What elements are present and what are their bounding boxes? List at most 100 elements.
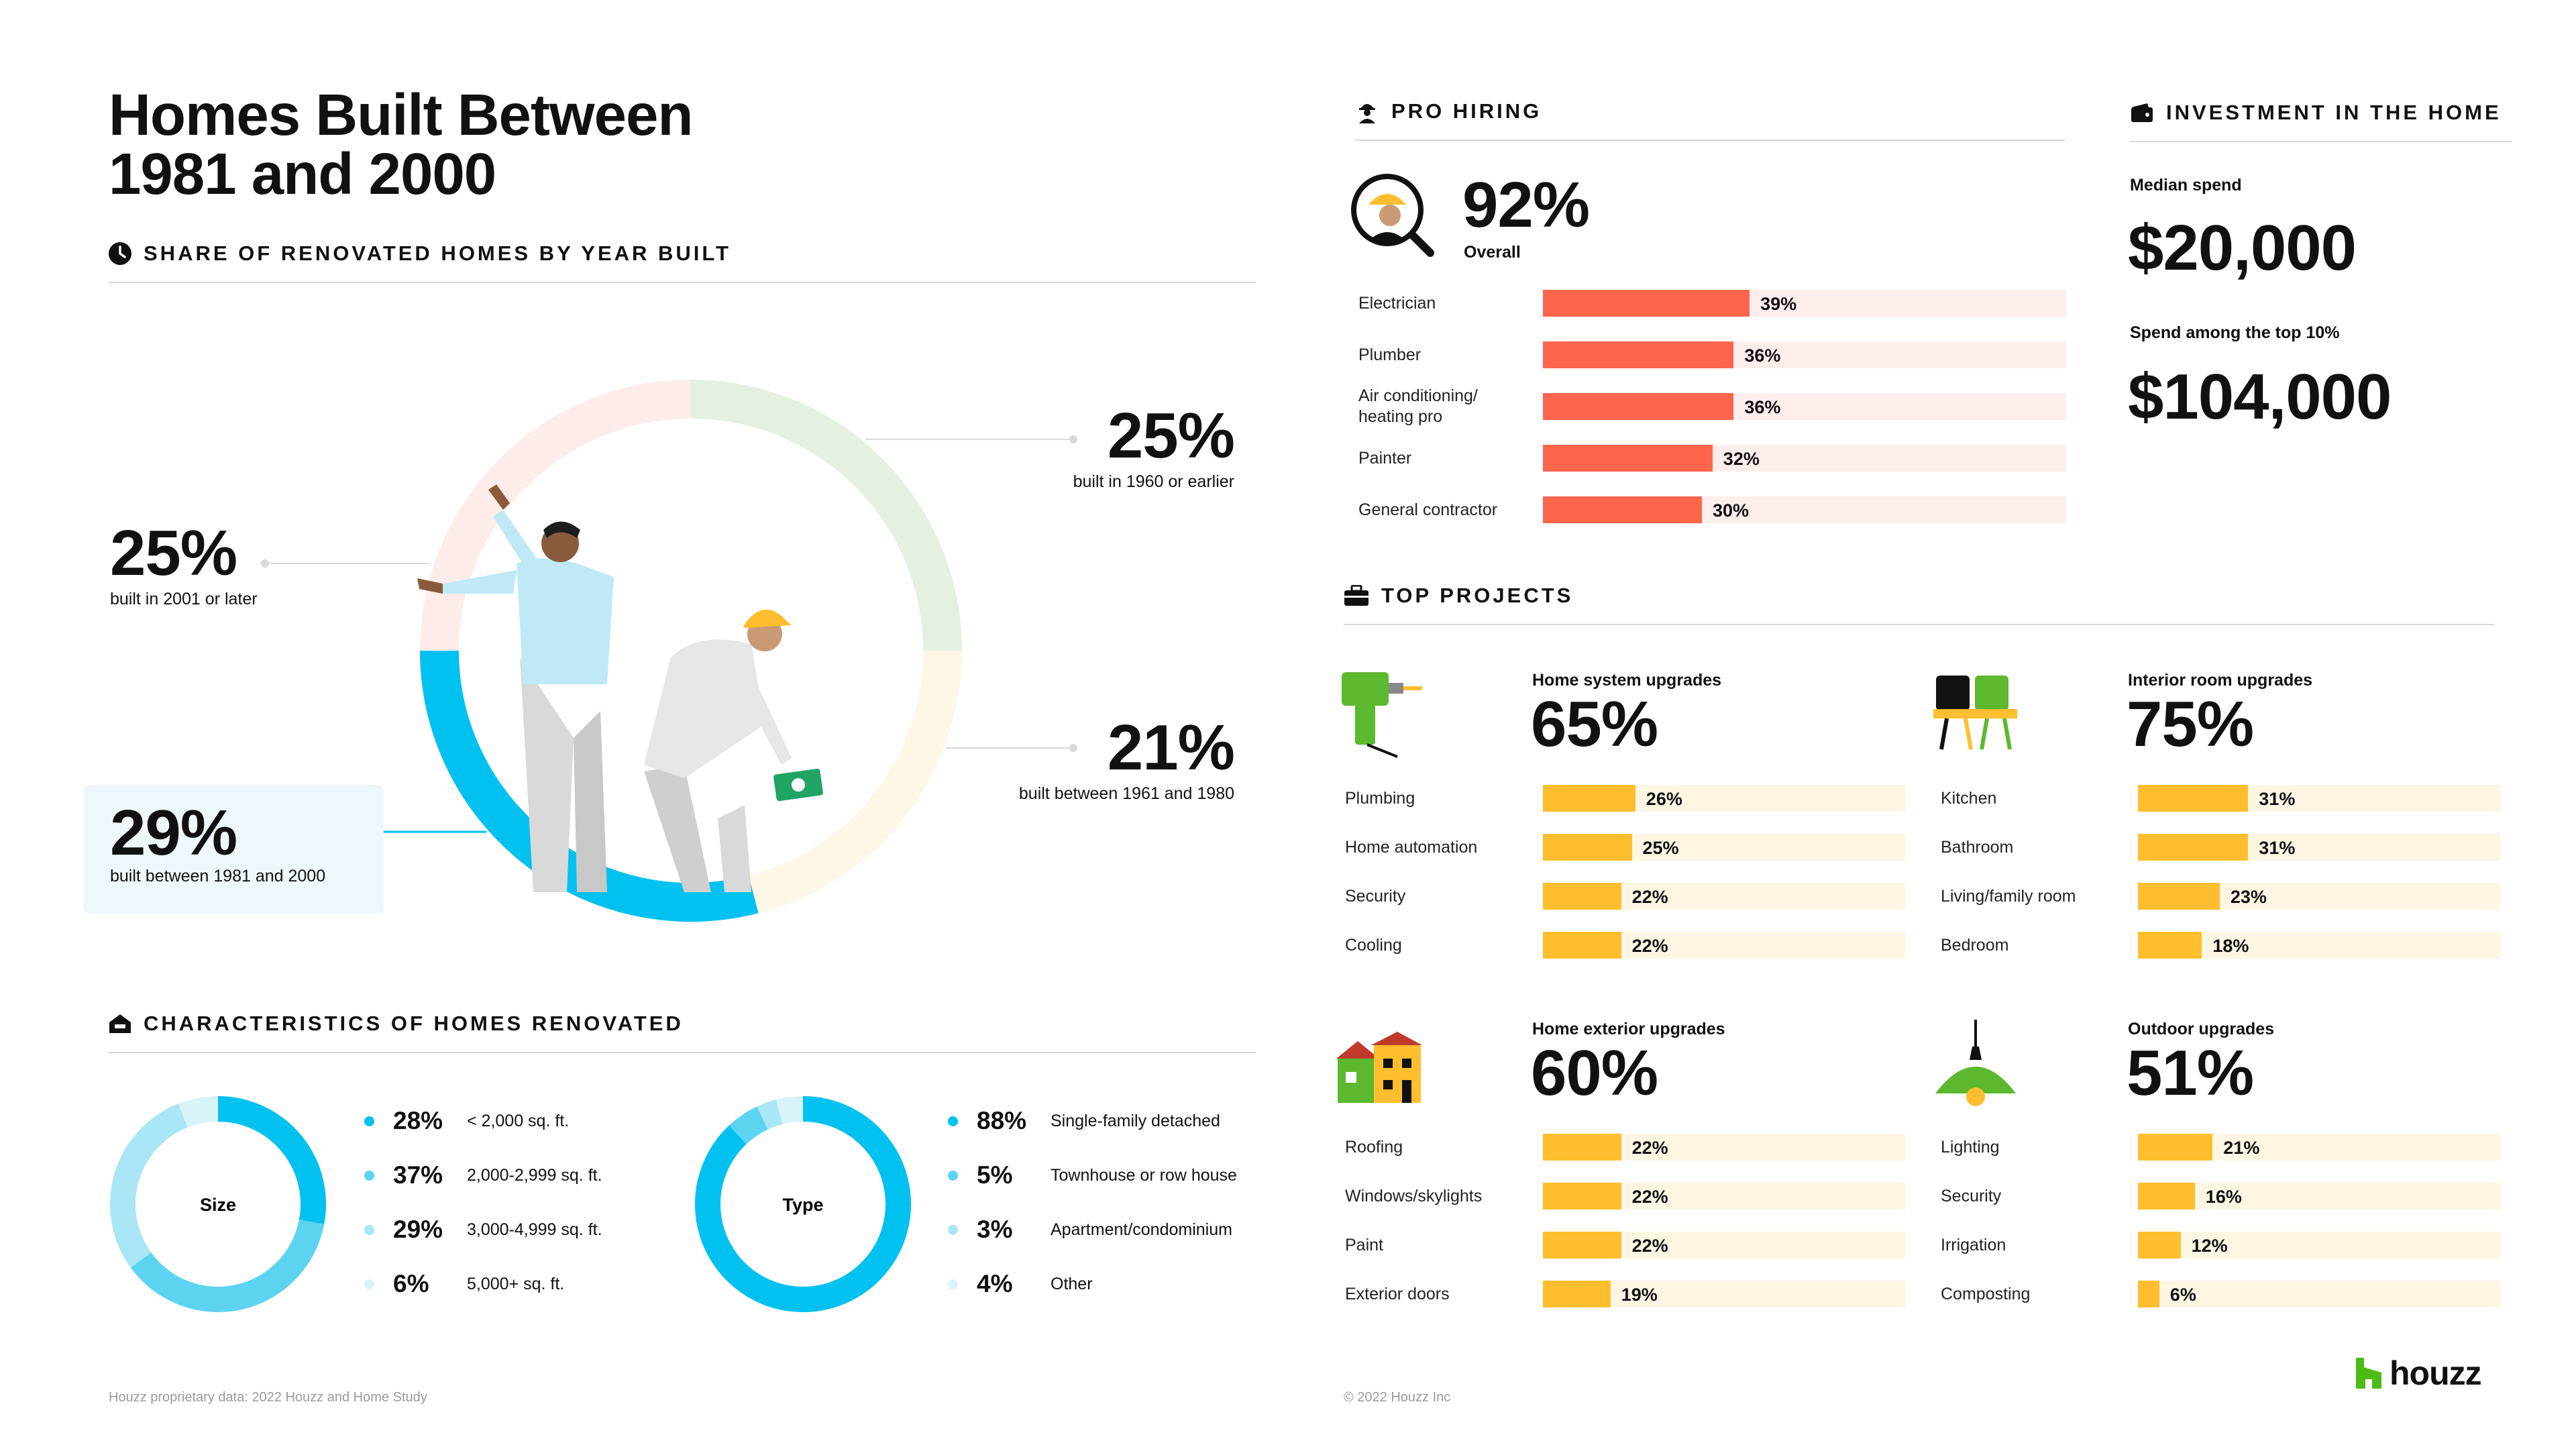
size-legend-label: 3,000-4,999 sq. ft. [467,1220,602,1239]
outdoor-bar-track: 16% [2138,1183,2500,1210]
interior-bar-label: Bedroom [1941,935,2009,955]
outdoor-bar [2138,1183,2195,1210]
outdoor-bar [2138,1232,2181,1258]
characteristics-divider [109,1052,1256,1053]
footer-copyright: © 2022 Houzz Inc [1344,1390,1451,1405]
chairs-icon [1933,676,2017,750]
size-legend-value: 29% [393,1216,443,1243]
exterior-bar-track: 22% [1543,1134,1905,1161]
pro-hiring-bar-label: Painter [1358,448,1412,468]
home-system-bar [1543,932,1621,959]
interior-bar [2138,932,2202,959]
exterior-value: 60% [1531,1037,1658,1109]
pro-hiring-heading-text: Pro hiring [1391,99,1542,123]
pro-hiring-bar-label: Electrician [1358,293,1436,313]
outdoor-bar-label: Irrigation [1941,1235,2006,1254]
exterior-bar-value: 22% [1631,1187,1668,1207]
type-donut-slice [757,1099,783,1130]
characteristics-heading: Characteristics of homes renovated [109,1012,684,1036]
pro-hiring-bar [1543,445,1713,472]
exterior-bar [1543,1134,1621,1161]
exterior-bar-label: Exterior doors [1345,1284,1450,1303]
pro-hiring-heading: Pro hiring [1355,99,1542,123]
size-donut-chart: Size [110,1096,326,1312]
exterior-bar-label: Windows/skylights [1345,1186,1483,1205]
interior-value: 75% [2127,688,2254,760]
outdoor-value: 51% [2127,1037,2254,1109]
size-donut-slice [217,1096,326,1225]
home-system-bar-label: Security [1345,886,1406,906]
type-legend-label: Other [1051,1274,1093,1293]
wallet-icon [2131,103,2153,122]
type-legend-swatch [948,1170,958,1181]
workers-illustration [417,484,823,892]
median-label: Median spend [2130,176,2242,195]
page-title-line2: 1981 and 2000 [109,142,496,207]
size-legend-swatch [364,1279,374,1289]
type-legend-label: Single-family detached [1051,1111,1220,1130]
share-heading-text: Share of renovated homes by year built [144,241,731,265]
home-system-bar-track: 25% [1543,834,1905,861]
outdoor-title: Outdoor upgrades [2128,1020,2275,1038]
size-legend-label: < 2,000 sq. ft. [467,1111,570,1130]
interior-bar [2138,834,2249,861]
type-donut-slice [695,1096,911,1312]
size-donut-slice [110,1104,189,1268]
outdoor-bar [2138,1281,2159,1307]
size-legend-swatch [364,1224,374,1235]
outdoor-bar-label: Security [1941,1186,2002,1205]
interior-bar-label: Living/family room [1941,886,2076,906]
outdoor-bar-value: 16% [2205,1187,2242,1207]
investment-heading: Investment in the home [2130,101,2502,125]
clock-icon [109,242,131,265]
type-legend-value: 3% [977,1216,1013,1243]
size-legend-value: 28% [393,1107,443,1134]
interior-bar-value: 31% [2259,789,2296,809]
pro-hiring-bar-label: Air conditioning/ heating pro [1358,386,1478,426]
interior-bar [2138,883,2220,910]
top-projects-divider [1344,624,2494,625]
type-legend-item: 3% Apartment/condominium [948,1216,1232,1244]
houzz-logo: houzz [2356,1354,2482,1393]
home-system-bar-track: 22% [1543,883,1905,910]
outdoor-bar-label: Lighting [1941,1137,2000,1157]
worker-icon [1359,104,1375,123]
type-legend-swatch [948,1224,958,1235]
home-system-bar-track: 26% [1543,785,1905,812]
interior-bar-value: 18% [2212,936,2249,956]
home-system-bar-value: 22% [1631,887,1668,907]
outdoor-bar-value: 6% [2169,1285,2196,1305]
callout-1981-2000: 29% built between 1981 and 2000 [83,785,384,914]
size-legend-swatch [364,1116,374,1126]
interior-bar-value: 31% [2259,838,2296,858]
home-system-title: Home system upgrades [1532,671,1722,690]
type-center-label: Type [782,1195,823,1215]
callout-1960-earlier: 25% built in 1960 or earlier [993,402,1235,492]
exterior-bar-label: Paint [1345,1235,1383,1254]
home-system-bar [1543,834,1632,861]
interior-bar-track: 18% [2138,932,2500,959]
callout-label: built in 2001 or later [110,590,258,608]
interior-bar-track: 31% [2138,834,2500,861]
top-projects-heading: Top projects [1344,584,1573,608]
pro-overall-value: 92% [1462,169,1590,241]
page-title-line1: Homes Built Between [109,83,693,148]
size-donut-slice [130,1219,325,1312]
exterior-bar-track: 22% [1543,1183,1905,1210]
interior-bar-track: 31% [2138,785,2500,812]
type-legend-label: Apartment/condominium [1051,1220,1232,1239]
pro-search-icon [1351,174,1434,257]
size-legend-swatch [364,1170,374,1181]
share-donut-chart [417,380,962,922]
share-donut-slice [748,650,962,914]
pro-hiring-bar [1543,393,1734,420]
type-legend-label: Townhouse or row house [1051,1165,1237,1185]
home-system-bar-value: 22% [1631,936,1668,956]
type-donut-slice [775,1096,804,1124]
pro-hiring-bar-value: 39% [1760,294,1797,314]
pro-overall-label: Overall [1464,243,1521,262]
houzz-mark-icon [2356,1358,2381,1389]
type-legend-value: 88% [977,1107,1027,1134]
outdoor-bar-track: 12% [2138,1232,2500,1258]
callout-label: built in 1960 or earlier [1073,472,1234,491]
